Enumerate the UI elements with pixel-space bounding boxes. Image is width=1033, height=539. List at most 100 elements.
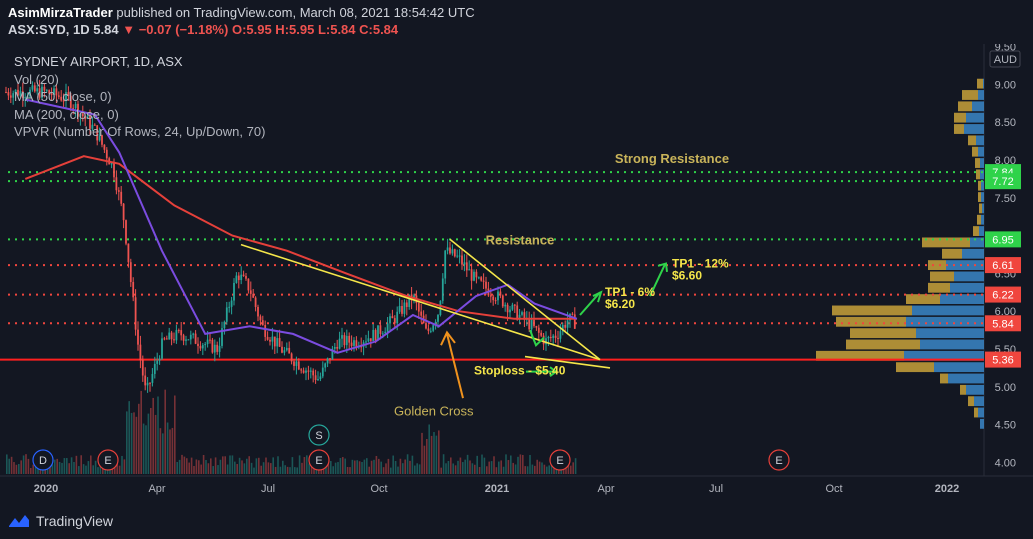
candle-body [45, 90, 48, 92]
candle-body [456, 255, 459, 257]
volume-bar [32, 464, 34, 474]
candle-body [468, 269, 471, 271]
volume-bar [522, 454, 524, 474]
vpvr-up-bar [904, 350, 984, 361]
candle-body [389, 316, 391, 324]
volume-bar [402, 463, 404, 474]
candle-body [405, 302, 408, 307]
candle-body [105, 149, 108, 159]
volume-bar [428, 424, 430, 474]
price-tick-label: 6.00 [995, 306, 1016, 318]
candle-body [365, 341, 367, 343]
volume-bar [68, 463, 70, 474]
volume-bar [145, 425, 147, 474]
volume-bar [430, 435, 433, 474]
volume-bar [570, 465, 572, 474]
volume-bar [476, 455, 478, 474]
candle-body [230, 300, 233, 307]
candle-body [48, 90, 51, 94]
vpvr-down-bar [836, 316, 906, 327]
candle-body [247, 278, 250, 291]
candle-body [139, 344, 142, 361]
candle-body [221, 328, 223, 346]
stoploss-arrowhead [549, 366, 558, 378]
candle-body [180, 330, 183, 336]
event-marker-circle [97, 449, 119, 471]
candle-body [103, 144, 106, 150]
time-axis: 2020 Apr Jul Oct 2021 Apr Jul Oct 2022 [34, 483, 959, 495]
vpvr-down-bar [954, 124, 964, 134]
candle-body [485, 281, 487, 289]
tp1-6-label: TP1 - 6% [605, 285, 655, 299]
volume-bar [574, 458, 577, 474]
event-markers: D E S E E E [32, 424, 790, 471]
legend-vpvr[interactable]: VPVR (Number Of Rows, 24, Up/Down, 70) [14, 124, 266, 139]
volume-bar [298, 455, 301, 474]
author-name[interactable]: AsimMirzaTrader [8, 5, 113, 20]
candle-body [7, 92, 10, 96]
volume-bar [22, 455, 25, 474]
volume-bar [500, 460, 502, 474]
legend-title[interactable]: SYDNEY AIRPORT, 1D, ASX [14, 54, 183, 69]
price-label-box [985, 173, 1021, 190]
candle-body [149, 382, 151, 384]
volume-bar [459, 457, 462, 474]
candle-body [528, 318, 531, 330]
vpvr-up-bar [972, 101, 984, 112]
volume-bar [116, 460, 118, 474]
volume-bar [294, 467, 296, 474]
volume-bar [414, 465, 416, 474]
symbol-label[interactable]: ASX:SYD, 1D [8, 22, 90, 37]
candle-body [146, 382, 149, 386]
price-tick-label: 5.00 [995, 382, 1016, 394]
volume-bar [63, 458, 66, 474]
golden-cross-arrowhead [440, 330, 456, 346]
candle-body [134, 297, 137, 330]
volume-bar [152, 397, 154, 474]
candle-body [19, 91, 22, 96]
candle-body [324, 363, 327, 368]
price-axis: 9.509.008.508.007.507.006.506.005.505.00… [985, 44, 1021, 469]
candle-body [477, 277, 480, 279]
tradingview-icon [9, 515, 29, 527]
candle-body [266, 336, 269, 340]
volume-bar [490, 461, 493, 474]
arrowhead-1 [592, 290, 603, 303]
volume-bar [190, 457, 193, 474]
candle-body [554, 335, 557, 338]
volume-bar [529, 454, 531, 474]
event-marker-label: E [556, 455, 563, 467]
vpvr-down-bar [979, 203, 982, 214]
volume-bar [524, 466, 526, 474]
volume-bar [550, 465, 553, 474]
candle-body [101, 135, 103, 145]
brand-name: TradingView [36, 513, 114, 529]
vpvr-down-bar [958, 101, 972, 112]
volume-bar [495, 467, 498, 474]
candle-body [446, 247, 449, 251]
volume-bar [306, 455, 308, 474]
candle-body [175, 330, 178, 341]
vpvr-up-bar [983, 78, 984, 89]
candle-body [127, 243, 130, 263]
legend-ma200[interactable]: MA (200, close, 0) [14, 106, 119, 122]
symbol-quote: ASX:SYD, 1D 5.84 ▼ −0.07 (−1.18%) O:5.95… [8, 22, 398, 37]
volume-bar [486, 466, 488, 474]
vpvr-up-bar [946, 260, 984, 271]
legend-volume[interactable]: Vol (20) [14, 71, 59, 87]
volume-bar [507, 460, 510, 474]
price-chart[interactable]: Strong Resistance Resistance TP1 - 12%$6.6… [0, 44, 1033, 503]
candle-body [14, 89, 17, 94]
vpvr-down-bar [896, 362, 934, 373]
candle-body [451, 249, 454, 254]
legend-ma50[interactable]: MA (50, close, 0) [14, 89, 112, 104]
candle-body [545, 338, 547, 345]
candle-body [24, 97, 27, 99]
tradingview-logo[interactable]: TradingView [8, 513, 113, 529]
vpvr-down-bar [976, 169, 980, 180]
candle-body [173, 339, 175, 341]
candle-body [235, 275, 238, 283]
event-marker-label: E [775, 455, 782, 467]
volume-bar [162, 433, 164, 474]
volume-bar [267, 462, 270, 474]
